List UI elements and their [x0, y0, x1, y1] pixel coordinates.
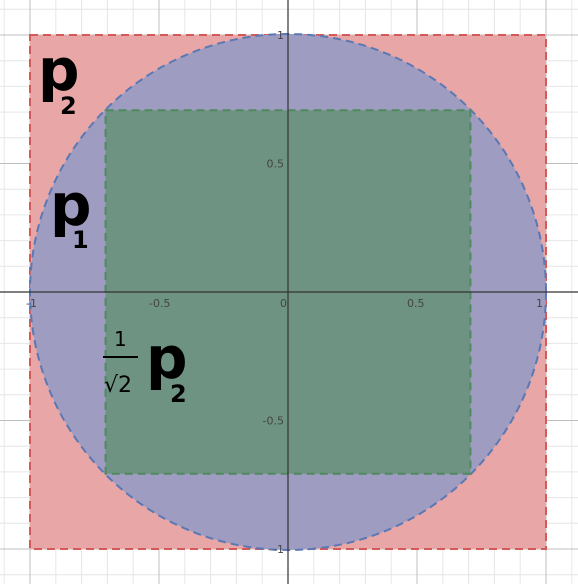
y-tick-label: -0.5: [263, 415, 284, 428]
x-tick-label: -0.5: [149, 297, 170, 310]
inner-square-label: 1 √2 p 2: [103, 324, 188, 408]
circle-label-sub: 1: [72, 226, 89, 254]
x-tick-label: 1: [536, 297, 543, 310]
inner-label-main: p: [146, 324, 188, 392]
x-tick-label: -1: [26, 297, 37, 310]
inner-label-sub: 2: [170, 380, 187, 408]
outer-label-sub: 2: [60, 92, 77, 120]
inner-label-denominator: √2: [104, 373, 132, 398]
outer-square-label: p 2: [38, 36, 80, 120]
circle-label-main: p: [50, 171, 92, 239]
y-tick-label: 0.5: [267, 158, 285, 171]
x-tick-label: 0: [280, 297, 287, 310]
inner-label-numerator: 1: [114, 327, 127, 351]
y-tick-label: -1: [273, 543, 284, 556]
circle-label: p 1: [50, 171, 92, 254]
y-tick-label: 1: [277, 29, 284, 42]
tick-labels: -1 -0.5 0 0.5 1 1 0.5 -0.5 -1: [26, 29, 543, 556]
outer-label-main: p: [38, 36, 80, 104]
x-tick-label: 0.5: [407, 297, 425, 310]
